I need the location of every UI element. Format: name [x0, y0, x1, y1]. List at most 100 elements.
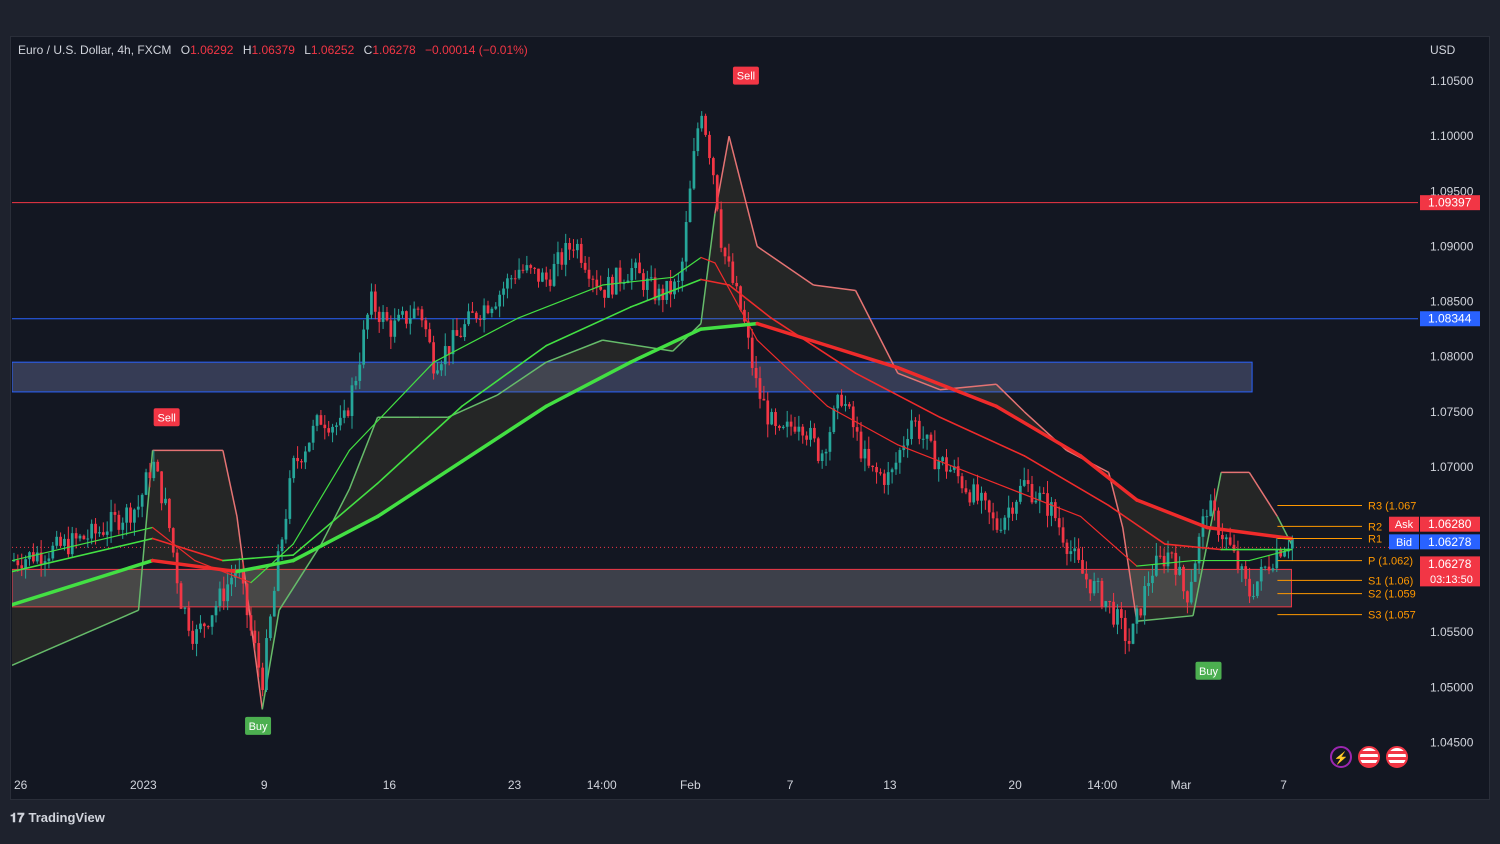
- brand-name: TradingView: [28, 810, 105, 825]
- candle-body: [397, 314, 400, 321]
- lightning-icon[interactable]: ⚡: [1330, 746, 1352, 768]
- candle-body: [74, 533, 78, 539]
- candle-body: [78, 535, 82, 539]
- candle-body: [214, 605, 218, 616]
- candle-body: [432, 342, 435, 374]
- candle-body: [517, 269, 521, 279]
- us-flag-icon[interactable]: [1358, 746, 1380, 768]
- candle-body: [618, 267, 622, 284]
- y-tick-label: 1.10000: [1430, 129, 1474, 143]
- candle-body: [836, 394, 840, 409]
- candle-body: [1042, 492, 1046, 494]
- candle-body: [1275, 549, 1279, 569]
- candle-body: [925, 434, 929, 439]
- candle-body: [327, 428, 331, 433]
- candle-body: [171, 528, 175, 553]
- candle-body: [1085, 573, 1088, 580]
- price-badge-0: 1.09397: [1428, 196, 1472, 210]
- zone-1: [12, 568, 1292, 608]
- candle-body: [622, 282, 626, 284]
- candle-body: [552, 263, 556, 286]
- candle-body: [1077, 548, 1080, 560]
- ema-mid-seg: [939, 416, 1026, 457]
- candle-body: [420, 309, 424, 321]
- candle-body: [991, 512, 995, 519]
- candle-body: [727, 256, 731, 262]
- us-flag-icon-2[interactable]: [1386, 746, 1408, 768]
- chart-frame[interactable]: [10, 36, 1490, 800]
- ema-mid-seg: [629, 278, 702, 308]
- price-badge-bg-4: [1420, 556, 1480, 587]
- symbol-title: Euro / U.S. Dollar, 4h, FXCM: [18, 43, 172, 57]
- ema-slow-seg: [1078, 454, 1139, 502]
- candle-body: [984, 492, 987, 501]
- candle-body: [1271, 568, 1275, 571]
- candle-body: [1147, 583, 1150, 587]
- currency-label[interactable]: USD: [1430, 43, 1456, 57]
- candle-body: [813, 427, 816, 439]
- candle-body: [1248, 578, 1251, 597]
- candle-body: [704, 115, 707, 135]
- candle-body: [94, 523, 97, 534]
- candle-body: [218, 588, 222, 606]
- candle-body: [583, 262, 587, 270]
- candle-body: [482, 305, 486, 320]
- signal-buy-label-1: Buy: [249, 721, 268, 733]
- close-label: C: [363, 43, 373, 57]
- trail-stop-seg: [1248, 471, 1279, 517]
- candle-body: [323, 424, 327, 429]
- x-tick-label: 14:00: [1087, 778, 1117, 792]
- ema-fast-seg: [1248, 548, 1293, 562]
- candle-body: [614, 267, 618, 295]
- candle-body: [579, 243, 583, 263]
- candle-body: [638, 262, 641, 274]
- trail-stop-seg: [728, 136, 758, 247]
- low-value: 1.06252: [310, 43, 355, 57]
- candle-body: [1108, 601, 1112, 603]
- candle-body: [335, 425, 338, 427]
- candle-body: [443, 346, 447, 365]
- candle-body: [645, 278, 649, 290]
- candle-body: [863, 448, 867, 459]
- y-tick-label: 1.08500: [1430, 295, 1474, 309]
- candle-body: [342, 410, 346, 418]
- candle-body: [179, 583, 183, 609]
- candle-body: [385, 312, 389, 321]
- ema-mid-seg: [854, 372, 941, 419]
- ema-fast-seg: [897, 444, 997, 485]
- ema-slow-seg: [291, 514, 380, 563]
- candle-body: [109, 512, 113, 532]
- candle-body: [35, 552, 39, 562]
- candle-body: [886, 472, 890, 485]
- ema-fast-seg: [672, 256, 702, 278]
- ema-mid-seg: [151, 537, 224, 562]
- candle-body: [653, 277, 657, 301]
- candle-body: [377, 311, 381, 322]
- ema-fast-seg: [601, 276, 674, 286]
- candle-body: [665, 280, 669, 300]
- candle-body: [871, 465, 875, 468]
- candle-body: [1139, 608, 1143, 616]
- candle-body: [1046, 493, 1049, 516]
- candle-body: [1119, 609, 1123, 618]
- candle-body: [805, 435, 808, 440]
- y-tick-label: 1.05500: [1430, 625, 1474, 639]
- candle-body: [175, 552, 179, 584]
- tradingview-footer[interactable]: 𝟏𝟕 TradingView: [10, 810, 105, 826]
- candle-body: [105, 531, 109, 535]
- ema-fast-seg: [517, 284, 604, 319]
- candle-body: [642, 273, 645, 290]
- candle-body: [1217, 510, 1220, 535]
- candle-body: [459, 335, 463, 338]
- candle-body: [113, 512, 117, 515]
- candle-body: [1038, 492, 1042, 501]
- candle-body: [463, 324, 467, 338]
- candle-body: [529, 265, 533, 268]
- ema-fast-seg: [756, 339, 829, 407]
- candle-body: [245, 583, 249, 616]
- candle-body: [39, 552, 43, 564]
- candle-body: [700, 115, 704, 129]
- candle-body: [1096, 580, 1100, 582]
- candle-body: [1081, 559, 1084, 574]
